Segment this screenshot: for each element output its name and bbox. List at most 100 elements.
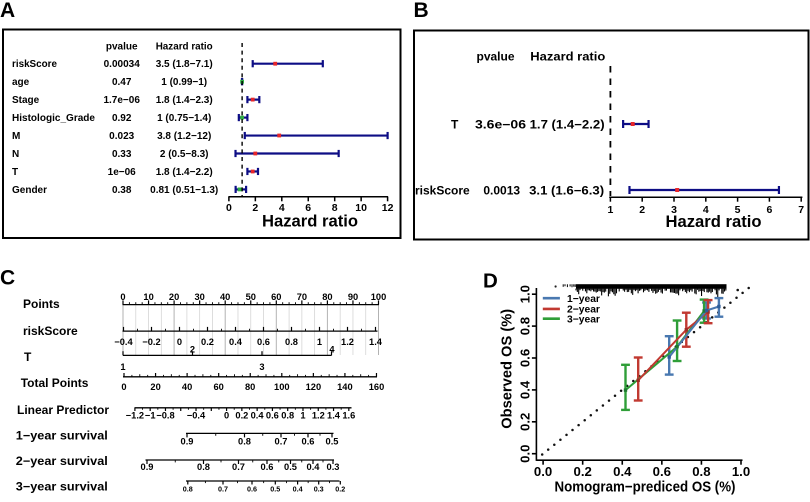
- svg-text:2−year survival: 2−year survival: [16, 454, 108, 468]
- svg-text:0.2: 0.2: [335, 485, 345, 494]
- svg-text:0.8: 0.8: [281, 410, 294, 420]
- svg-text:Hazard ratio: Hazard ratio: [156, 42, 213, 53]
- svg-text:60: 60: [271, 292, 281, 302]
- svg-text:1: 1: [300, 410, 305, 420]
- svg-text:1.0: 1.0: [732, 464, 750, 479]
- svg-text:40: 40: [182, 382, 192, 392]
- svg-text:160: 160: [369, 382, 385, 392]
- svg-text:3: 3: [671, 204, 677, 216]
- svg-text:Linear Predictor: Linear Predictor: [17, 403, 109, 417]
- svg-text:0.0: 0.0: [534, 464, 552, 479]
- svg-text:Observed OS (%): Observed OS (%): [499, 309, 516, 429]
- svg-text:0.6: 0.6: [261, 462, 274, 472]
- svg-text:1−year: 1−year: [567, 294, 600, 305]
- svg-text:0.6: 0.6: [302, 437, 315, 447]
- svg-text:1.0: 1.0: [517, 285, 532, 303]
- svg-text:riskScore: riskScore: [12, 59, 57, 70]
- svg-text:80: 80: [245, 382, 255, 392]
- svg-text:1.4: 1.4: [327, 410, 341, 420]
- svg-text:0.2: 0.2: [574, 464, 592, 479]
- svg-text:Stage: Stage: [12, 95, 40, 106]
- svg-text:20: 20: [169, 292, 179, 302]
- svg-text:pvalue: pvalue: [106, 42, 138, 53]
- svg-text:3.8 (1.2−12): 3.8 (1.2−12): [157, 131, 211, 142]
- svg-text:1.7e−06: 1.7e−06: [103, 95, 140, 106]
- svg-text:1.2: 1.2: [312, 410, 325, 420]
- svg-text:0.7: 0.7: [275, 437, 288, 447]
- svg-text:A: A: [0, 0, 15, 22]
- svg-text:50: 50: [246, 292, 256, 302]
- svg-text:2 (0.5−8.3): 2 (0.5−8.3): [160, 149, 209, 160]
- svg-text:0.6: 0.6: [266, 410, 279, 420]
- svg-text:2: 2: [252, 202, 258, 214]
- svg-text:1 (0.99−1): 1 (0.99−1): [161, 77, 207, 88]
- svg-text:riskScore: riskScore: [23, 324, 78, 338]
- svg-text:C: C: [0, 267, 15, 290]
- svg-text:N: N: [12, 149, 19, 160]
- svg-text:Hazard ratio: Hazard ratio: [530, 50, 605, 64]
- svg-text:4: 4: [279, 202, 285, 214]
- svg-text:4: 4: [329, 344, 335, 354]
- svg-text:1.7 (1.4−2.2): 1.7 (1.4−2.2): [530, 117, 605, 131]
- svg-text:3.1 (1.6−6.3): 3.1 (1.6−6.3): [529, 183, 604, 197]
- svg-text:0.92: 0.92: [112, 113, 132, 124]
- svg-text:1: 1: [317, 337, 322, 347]
- svg-text:1.4: 1.4: [369, 337, 383, 347]
- svg-text:10: 10: [355, 202, 367, 214]
- svg-text:T: T: [24, 350, 32, 364]
- svg-text:120: 120: [306, 382, 322, 392]
- svg-text:2: 2: [639, 204, 645, 216]
- svg-text:100: 100: [371, 292, 387, 302]
- svg-text:40: 40: [220, 292, 230, 302]
- svg-text:2: 2: [190, 344, 195, 354]
- svg-text:0.4: 0.4: [293, 485, 303, 494]
- svg-text:0.4: 0.4: [517, 380, 532, 399]
- svg-text:0.3: 0.3: [314, 485, 324, 494]
- svg-text:B: B: [414, 0, 429, 22]
- svg-text:0.9: 0.9: [141, 462, 154, 472]
- svg-text:1.8 (1.4−2.3): 1.8 (1.4−2.3): [156, 95, 213, 106]
- svg-text:0.3: 0.3: [327, 462, 340, 472]
- svg-text:0.8: 0.8: [238, 437, 251, 447]
- svg-text:0.4: 0.4: [229, 337, 243, 347]
- svg-text:0.8: 0.8: [183, 485, 193, 494]
- svg-text:0.81 (0.51−1.3): 0.81 (0.51−1.3): [150, 185, 218, 196]
- svg-text:0.8: 0.8: [692, 464, 710, 479]
- svg-text:0.0013: 0.0013: [483, 183, 520, 197]
- svg-text:D: D: [483, 270, 498, 293]
- svg-text:riskScore: riskScore: [415, 183, 470, 197]
- svg-text:M: M: [12, 131, 20, 142]
- svg-text:Hazard ratio: Hazard ratio: [262, 212, 358, 231]
- svg-text:4: 4: [703, 204, 709, 216]
- svg-text:0.5: 0.5: [284, 462, 297, 472]
- svg-text:0.6: 0.6: [247, 485, 257, 494]
- svg-text:Histologic_Grade: Histologic_Grade: [12, 113, 95, 124]
- svg-text:Nomogram−prediced OS (%): Nomogram−prediced OS (%): [555, 479, 736, 496]
- svg-text:3−year survival: 3−year survival: [16, 480, 108, 494]
- svg-text:0.4: 0.4: [307, 462, 321, 472]
- svg-text:0: 0: [226, 202, 232, 214]
- svg-text:60: 60: [214, 382, 224, 392]
- svg-text:3.6e−06: 3.6e−06: [475, 117, 526, 131]
- svg-text:8: 8: [332, 202, 338, 214]
- svg-text:0: 0: [120, 292, 125, 302]
- svg-text:0.00034: 0.00034: [104, 59, 141, 70]
- svg-text:0.6: 0.6: [257, 337, 270, 347]
- svg-text:0.6: 0.6: [653, 464, 671, 479]
- svg-text:3: 3: [259, 362, 264, 372]
- svg-text:0.7: 0.7: [232, 462, 245, 472]
- svg-text:100: 100: [274, 382, 290, 392]
- svg-text:1−year survival: 1−year survival: [16, 429, 108, 443]
- svg-text:0.2: 0.2: [201, 337, 214, 347]
- svg-text:3−year: 3−year: [567, 314, 600, 325]
- svg-text:0: 0: [177, 337, 182, 347]
- svg-text:6: 6: [305, 202, 311, 214]
- svg-text:6: 6: [766, 204, 772, 216]
- svg-text:0.47: 0.47: [112, 77, 132, 88]
- svg-text:Hazard ratio: Hazard ratio: [666, 212, 762, 231]
- svg-text:1.2: 1.2: [341, 337, 354, 347]
- svg-text:0.4: 0.4: [251, 410, 265, 420]
- svg-text:1: 1: [607, 204, 613, 216]
- svg-text:0.8: 0.8: [285, 337, 298, 347]
- svg-text:90: 90: [348, 292, 358, 302]
